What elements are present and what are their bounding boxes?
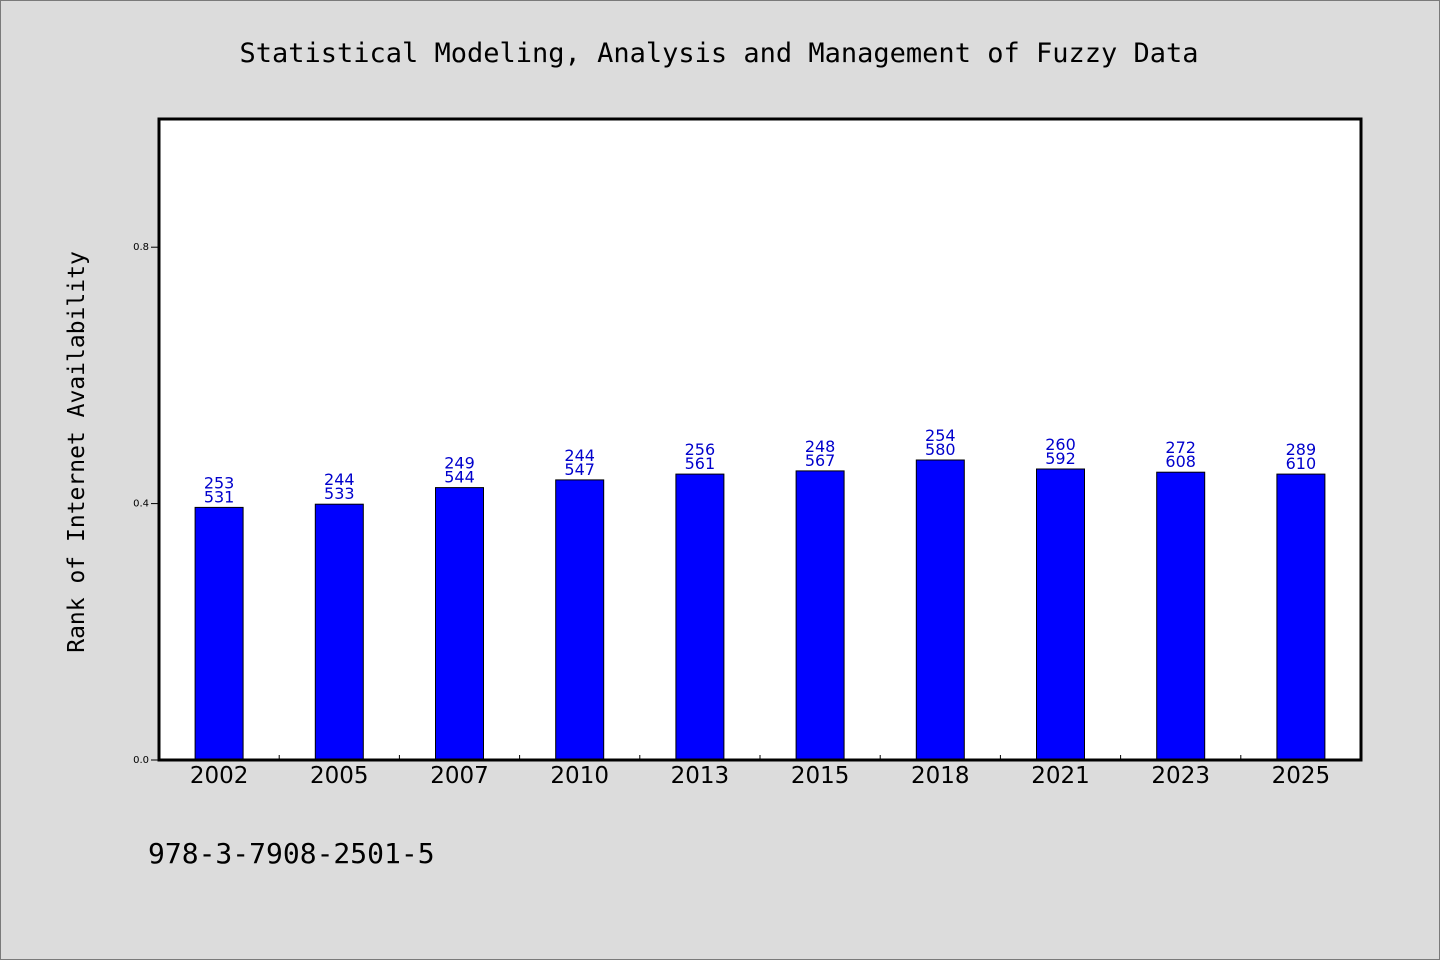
data-label-bottom-2023: 608 [1165, 452, 1196, 471]
bar-2018 [915, 459, 965, 761]
x-tick-label-2005: 2005 [310, 763, 369, 789]
data-label-top-2007: 249 [444, 454, 475, 473]
bar-2015 [795, 470, 845, 761]
y-tick-label-0.4: 0.4 [133, 499, 149, 510]
x-tick-label-2002: 2002 [190, 763, 249, 789]
bar-2023 [1156, 471, 1206, 761]
data-label-bottom-2005: 533 [324, 484, 355, 503]
data-label-bottom-2018: 580 [925, 440, 956, 459]
bar-2002 [194, 506, 244, 761]
footnote-isbn: 978-3-7908-2501-5 [148, 837, 435, 870]
bar-2025 [1276, 473, 1326, 761]
y-axis-label: Rank of Internet Availability [64, 251, 90, 653]
bar-2005 [314, 503, 364, 761]
data-label-top-2010: 244 [564, 446, 595, 465]
data-label-top-2023: 272 [1165, 438, 1196, 457]
data-label-top-2025: 289 [1286, 440, 1317, 459]
plot-border [157, 117, 1363, 762]
bar-2013 [675, 473, 725, 761]
y-ticks-group: 0.0 0.4 0.8 [133, 242, 159, 766]
x-tick-label-2013: 2013 [671, 763, 730, 789]
x-tick-label-2010: 2010 [550, 763, 609, 789]
x-tick-label-2007: 2007 [430, 763, 489, 789]
x-ticks-group: 2002 2005 2007 2010 2013 2015 2018 2021 2023 2025 [190, 755, 1330, 789]
data-label-bottom-2002: 531 [204, 487, 235, 506]
bars-group [194, 459, 1326, 761]
data-label-bottom-2015: 567 [805, 451, 836, 470]
data-label-bottom-2025: 610 [1286, 454, 1317, 473]
data-label-top-2015: 248 [805, 437, 836, 456]
data-label-bottom-2013: 561 [685, 454, 716, 473]
data-label-top-2018: 254 [925, 426, 956, 445]
x-tick-label-2025: 2025 [1272, 763, 1331, 789]
chart-title: Statistical Modeling, Analysis and Manag… [239, 38, 1198, 69]
data-label-bottom-2010: 547 [564, 460, 595, 479]
data-label-bottom-2007: 544 [444, 468, 475, 487]
bar-2021 [1036, 468, 1085, 761]
data-label-top-2005: 244 [324, 470, 355, 489]
data-label-bottom-2021: 592 [1045, 449, 1076, 468]
x-tick-label-2015: 2015 [791, 763, 850, 789]
data-label-top-2002: 253 [204, 473, 235, 492]
bar-2007 [435, 487, 484, 761]
bar-2010 [555, 479, 605, 761]
data-labels-group: 2535312445332495442445472565612485672545… [204, 426, 1316, 506]
x-tick-label-2018: 2018 [911, 763, 970, 789]
y-tick-label-0.0: 0.0 [133, 755, 149, 766]
y-tick-label-0.8: 0.8 [133, 242, 149, 253]
x-tick-label-2021: 2021 [1031, 763, 1090, 789]
x-tick-label-2023: 2023 [1151, 763, 1210, 789]
data-label-top-2021: 260 [1045, 435, 1076, 454]
data-label-top-2013: 256 [685, 440, 716, 459]
